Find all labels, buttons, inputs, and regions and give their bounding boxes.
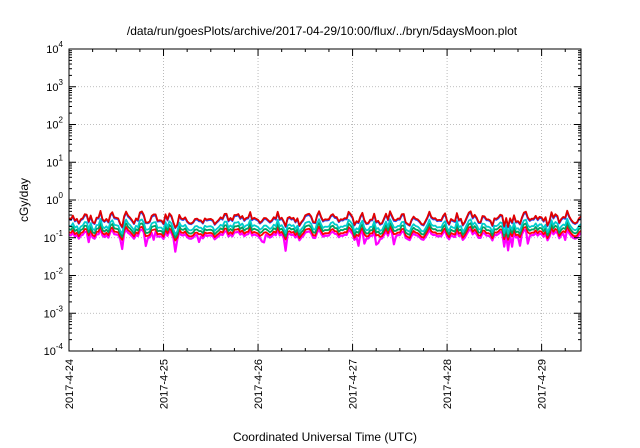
y-axis-label: cGy/day xyxy=(17,178,31,222)
series-line xyxy=(68,209,582,229)
x-tick-label: 2017-4-24 xyxy=(64,359,76,409)
series-line xyxy=(68,225,582,242)
x-tick-label: 2017-4-28 xyxy=(442,359,454,409)
grid-lines xyxy=(69,49,581,351)
y-tick-label: 102 xyxy=(46,116,63,132)
y-tick-label: 10-1 xyxy=(44,229,64,245)
y-tick-label: 10-4 xyxy=(44,342,64,358)
series-line xyxy=(68,228,582,253)
y-tick-label: 100 xyxy=(46,191,63,207)
x-axis-label: Coordinated Universal Time (UTC) xyxy=(233,430,417,444)
y-tick-label: 103 xyxy=(46,78,63,94)
y-tick-label: 101 xyxy=(46,153,63,169)
series-group xyxy=(68,209,582,253)
x-tick-label: 2017-4-26 xyxy=(253,359,265,409)
y-tick-label: 10-2 xyxy=(44,267,64,283)
series-line xyxy=(68,221,582,239)
x-tick-label: 2017-4-27 xyxy=(348,359,360,409)
x-tick-label: 2017-4-29 xyxy=(537,359,549,409)
y-tick-label: 10-3 xyxy=(44,304,64,320)
y-axis: 104 103 102 101 100 10-1 10-2 10-3 10-4 xyxy=(44,40,581,358)
x-tick-label: 2017-4-25 xyxy=(159,359,171,409)
y-tick-label: 104 xyxy=(46,40,63,56)
x-axis: 2017-4-24 2017-4-25 2017-4-26 2017-4-27 2017… xyxy=(64,49,566,409)
series-line xyxy=(68,217,582,236)
chart-title: /data/run/goesPlots/archive/2017-04-29/1… xyxy=(127,24,518,38)
